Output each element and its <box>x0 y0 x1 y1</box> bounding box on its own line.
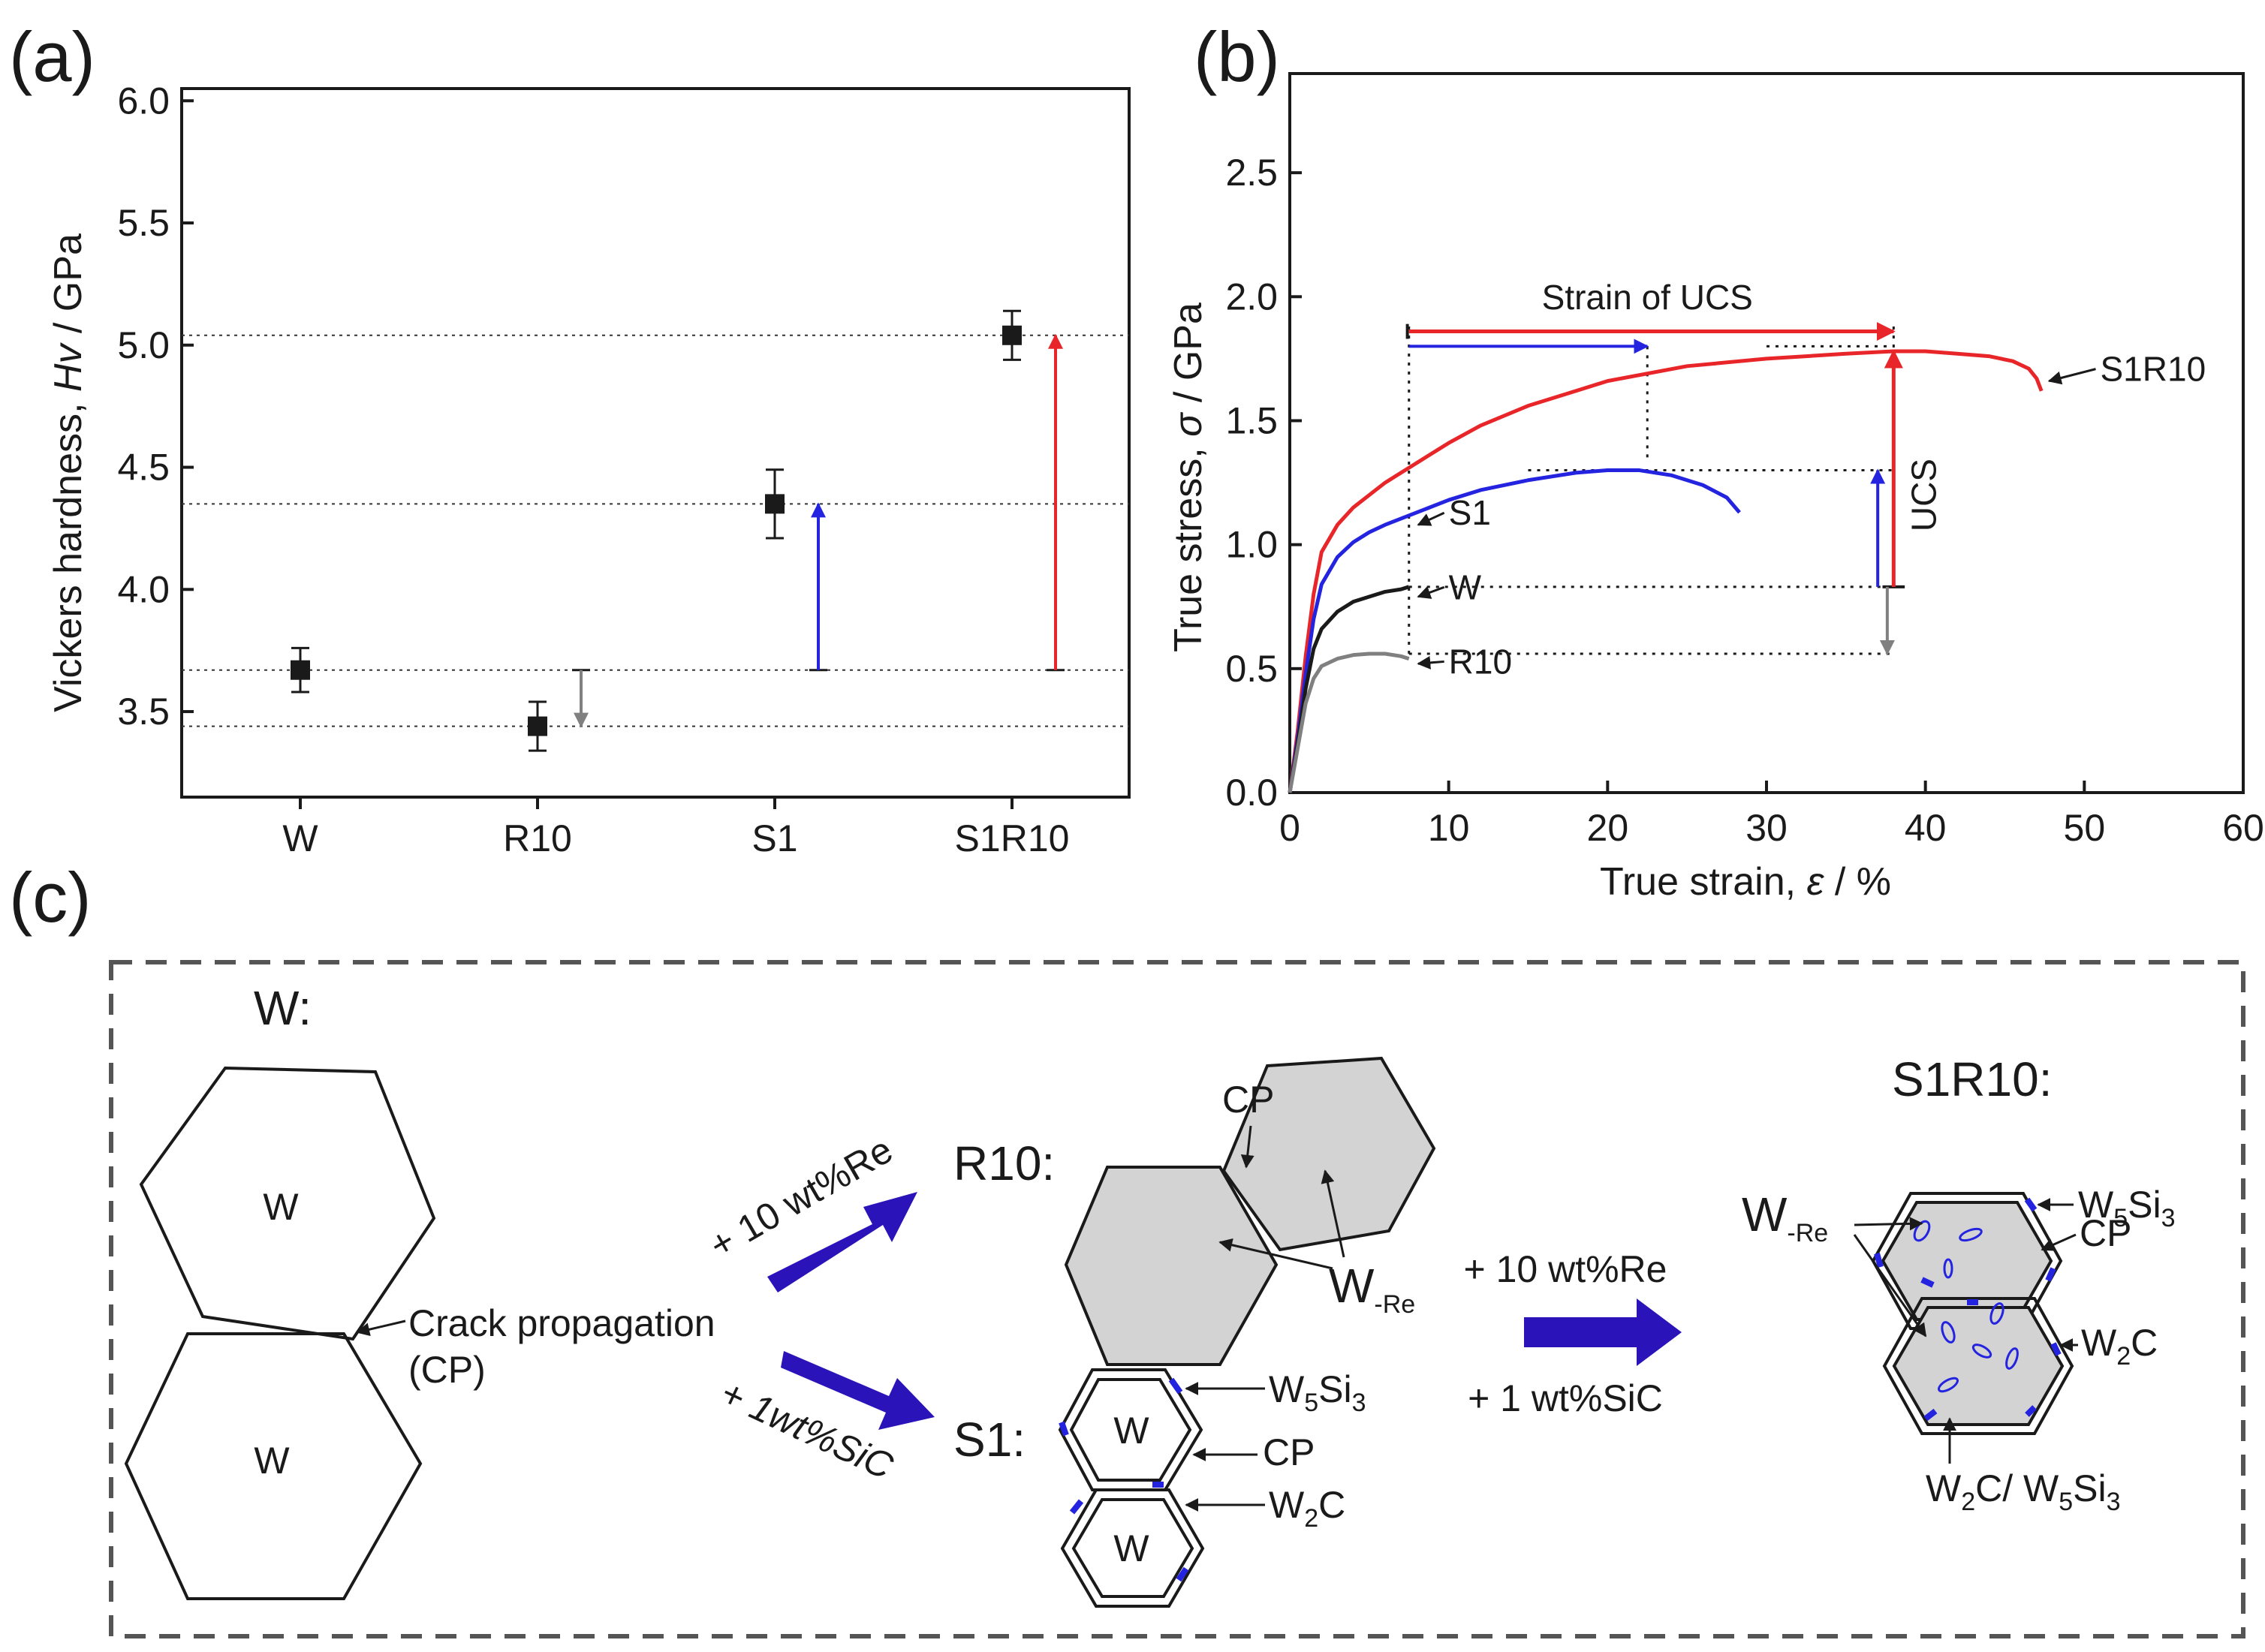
s1-grains <box>1058 1368 1205 1608</box>
s1-w-label-bottom: W <box>1113 1527 1149 1569</box>
strain-of-ucs-label: Strain of UCS <box>1542 278 1753 317</box>
r10-cp-pointer <box>1240 1125 1254 1169</box>
stress-x-axis-title: True strain, ε / % <box>1600 860 1891 904</box>
hardness-point-W <box>291 660 310 680</box>
stress-curve-R10 <box>1288 651 1410 793</box>
hardness-x-tick-label: W <box>282 817 318 859</box>
hardness-y-tick-label: 5.0 <box>117 324 170 366</box>
s1-w2c-label: W2C <box>1269 1484 1345 1533</box>
curve-label-S1: S1 <box>1449 493 1491 532</box>
ucs-label: UCS <box>1904 459 1943 531</box>
s1r10-w5si3-label: W5Si3 <box>2078 1184 2176 1232</box>
w-grain-bottom-label: W <box>254 1440 290 1482</box>
combined-addition-arrow <box>1524 1298 1682 1366</box>
panel-label-b: (b) <box>1194 17 1280 96</box>
s1r10-grains <box>1871 1192 2074 1435</box>
hardness-x-tick-label: S1R10 <box>955 817 1070 859</box>
s1r10-cp-label: CP <box>2080 1212 2131 1254</box>
hardness-point-S1 <box>765 494 785 514</box>
hardness-y-tick-label: 5.5 <box>117 202 170 244</box>
s1r10-title: S1R10: <box>1892 1052 2052 1106</box>
stress-y-tick-label: 2.0 <box>1225 275 1278 317</box>
stress-y-tick-label: 0.5 <box>1225 648 1278 690</box>
combined-arrow-bottom-label: + 1 wt%SiC <box>1468 1377 1663 1419</box>
s1r10-w2c-label: W2C <box>2081 1322 2158 1371</box>
stress-y-tick-label: 1.5 <box>1225 399 1278 441</box>
crack-abbr: (CP) <box>408 1349 486 1391</box>
r10-cp-label: CP <box>1222 1079 1274 1121</box>
stress-x-tick-label: 40 <box>1905 807 1947 849</box>
w-grain-bottom <box>124 1332 423 1600</box>
s1r10-wre-label: W-Re <box>1742 1187 1828 1247</box>
r10-wre-pointer-2 <box>1321 1169 1345 1258</box>
r10-grain-left <box>1064 1166 1279 1366</box>
hardness-plot-frame <box>180 87 1131 799</box>
s1-w5si3-particles <box>1059 1377 1189 1582</box>
s1r10-w2c-w5si3-label: W2C/ W5Si3 <box>1926 1467 2121 1516</box>
curve-label-R10: R10 <box>1449 642 1512 681</box>
hardness-x-tick-label: R10 <box>503 817 572 859</box>
stress-y-tick-label: 0.0 <box>1225 772 1278 814</box>
w-grain-top <box>139 1066 436 1341</box>
hardness-point-R10 <box>528 716 547 736</box>
curve-label-pointer-S1 <box>1417 511 1445 526</box>
curve-label-S1R10: S1R10 <box>2101 350 2206 389</box>
stress-x-tick-label: 60 <box>2222 807 2264 849</box>
curve-label-pointer-R10 <box>1417 655 1444 670</box>
hardness-y-tick-label: 6.0 <box>117 80 170 122</box>
panel-label-c: (c) <box>9 858 92 937</box>
hardness-point-S1R10 <box>1002 325 1022 345</box>
stress-curve-S1R10 <box>1288 349 2044 793</box>
stress-x-tick-label: 20 <box>1587 807 1629 849</box>
stress-x-tick-label: 10 <box>1428 807 1470 849</box>
crack-pointer <box>356 1319 406 1337</box>
schematic-frame <box>109 960 2245 1638</box>
hardness-y-axis-title: Vickers hardness, Hv / GPa <box>47 233 90 712</box>
stress-x-tick-label: 50 <box>2064 807 2106 849</box>
sic-addition-arrow <box>781 1351 935 1430</box>
s1r10-wre-pointer-1 <box>1854 1217 1923 1231</box>
s1-title: S1: <box>953 1413 1026 1467</box>
re-addition-arrow <box>767 1192 917 1292</box>
hardness-y-tick-label: 3.5 <box>117 691 170 733</box>
s1-w-label-top: W <box>1113 1410 1149 1452</box>
panel-label-a: (a) <box>9 17 95 96</box>
curve-label-pointer-W <box>1417 585 1445 599</box>
curve-label-pointer-S1R10 <box>2047 368 2096 385</box>
hardness-x-tick-label: S1 <box>751 817 797 859</box>
hardness-y-tick-label: 4.5 <box>117 447 170 489</box>
w-title: W: <box>254 981 312 1035</box>
crack-label: Crack propagation <box>408 1302 715 1344</box>
r10-title: R10: <box>953 1136 1055 1190</box>
stress-x-tick-label: 0 <box>1279 807 1300 849</box>
hardness-chart: 3.5 4.0 4.5 5.0 5.5 6.0 W R10 S1 S1R10 <box>117 80 1131 859</box>
s1-w5si3-label: W5Si3 <box>1269 1368 1366 1417</box>
s1r10-w5si3-particles <box>1874 1197 2062 1422</box>
stress-x-tick-label: 30 <box>1745 807 1788 849</box>
stress-plot-frame <box>1288 72 2245 794</box>
r10-wre-pointer-1 <box>1218 1238 1333 1270</box>
r10-grain-right <box>1221 1056 1436 1252</box>
w-grain-top-label: W <box>263 1186 299 1228</box>
stress-y-tick-label: 2.5 <box>1225 152 1278 194</box>
s1r10-cp-pointer <box>2041 1233 2077 1251</box>
stress-strain-chart: 0 10 20 30 40 50 60 0.0 0.5 1.0 1.5 2.0 2.5 Strain of… <box>1225 72 2264 849</box>
re-addition-label: + 10 wt%Re <box>703 1129 900 1267</box>
stress-y-tick-label: 1.0 <box>1225 524 1278 566</box>
curve-label-W: W <box>1449 567 1482 606</box>
combined-arrow-top-label: + 10 wt%Re <box>1464 1248 1667 1290</box>
hardness-y-tick-label: 4.0 <box>117 568 170 610</box>
s1-cp-label: CP <box>1263 1431 1315 1473</box>
r10-wre-label: W-Re <box>1329 1259 1415 1319</box>
s1r10-wre-pointer-2 <box>1853 1234 1927 1338</box>
stress-curve-W <box>1288 585 1410 793</box>
s1r10-w2c-particles <box>1913 1220 2019 1393</box>
stress-y-axis-title: True stress, σ / GPa <box>1167 302 1210 652</box>
stress-curve-S1 <box>1288 468 1741 793</box>
